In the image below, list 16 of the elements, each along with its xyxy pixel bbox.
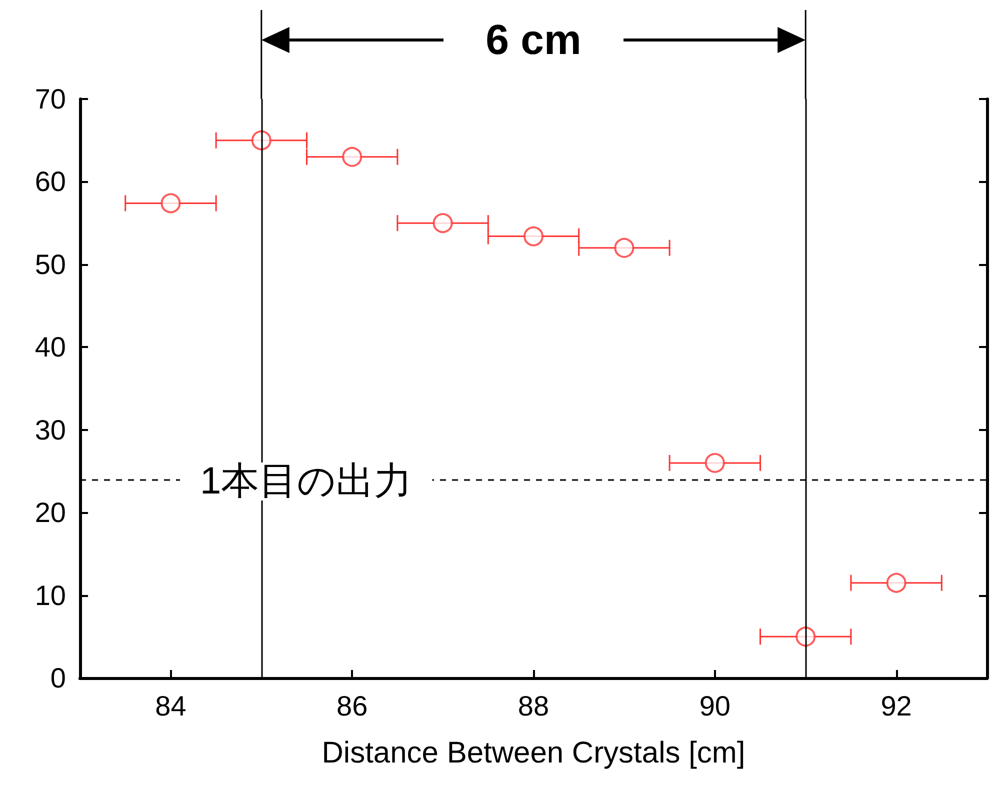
y-tick-label: 0 [50,662,66,694]
y-tick-label: 30 [34,414,66,446]
x-tick-label: 84 [155,690,186,722]
y-tick-label: 20 [34,497,66,528]
y-tick-label: 60 [34,166,66,198]
y-tick-label: 70 [34,84,66,114]
x-axis-title: Distance Between Crystals [cm] [322,736,746,770]
ref-line-label: 1本目の出力 [200,460,412,502]
text: 6 cm [484,15,582,65]
y-tick-label: 50 [34,248,66,280]
y-tick-label: 10 [34,580,66,611]
x-tick-label: 90 [699,690,730,722]
x-tick-label: 92 [880,690,912,722]
x-tick-label: 88 [518,690,550,722]
x-tick-label: 86 [336,690,368,722]
y-tick-label: 40 [34,332,66,363]
